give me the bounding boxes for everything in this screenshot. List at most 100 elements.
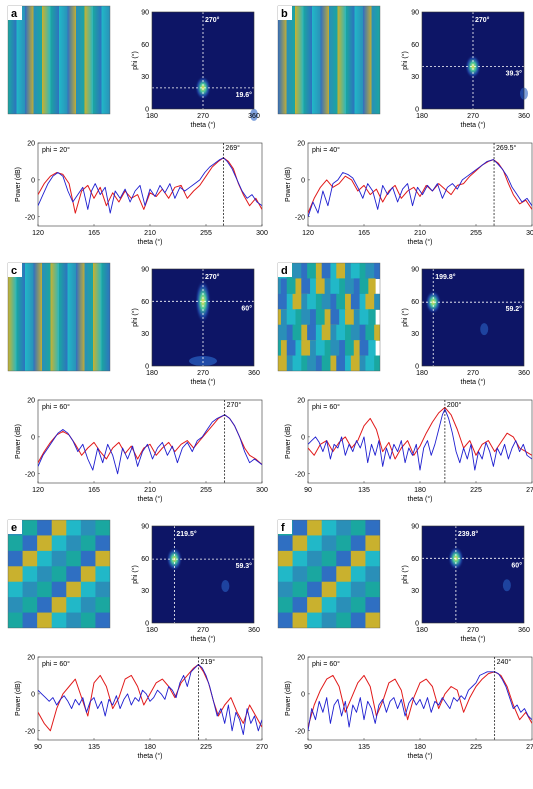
y-tick-label: -20 bbox=[295, 214, 305, 221]
power-chart: 270° phi = 60° 120 165 210 255 300 -20 0 20 theta … bbox=[15, 398, 268, 504]
power-chart: 240° phi = 60° 90 135 180 225 270 -20 0 20 theta (… bbox=[285, 655, 533, 761]
map-x-label: theta (°) bbox=[461, 378, 486, 386]
panel-a: a 270° 19.6° 180 270 360 0 30 60 90 theta (°) phi (… bbox=[7, 5, 268, 246]
phi-peak-label: 59.2° bbox=[506, 305, 523, 313]
panel-letter-bg bbox=[8, 520, 22, 534]
x-tick-label: 90 bbox=[304, 487, 312, 494]
phi-peak-label: 39.3° bbox=[506, 70, 523, 78]
map-frame bbox=[421, 11, 525, 110]
map-y-label: phi (°) bbox=[401, 51, 409, 70]
map-y-tick: 60 bbox=[141, 299, 149, 306]
y-tick-label: 0 bbox=[31, 691, 35, 698]
theta-peak-label: 270° bbox=[205, 16, 220, 24]
chart-y-label: Power (dB) bbox=[285, 681, 292, 716]
angular-map: 270° 19.6° 180 270 360 0 30 60 90 theta (°) phi (°… bbox=[131, 10, 260, 130]
peak-angle-label: 269.5° bbox=[496, 144, 517, 152]
x-tick-label: 255 bbox=[470, 230, 482, 237]
chart-frame bbox=[307, 656, 533, 741]
peak-angle-label: 240° bbox=[497, 658, 512, 666]
measured-series-line bbox=[38, 414, 262, 475]
phi-annotation: phi = 60° bbox=[42, 403, 70, 411]
x-tick-label: 135 bbox=[358, 744, 370, 751]
chart-frame bbox=[37, 142, 263, 227]
map-background bbox=[422, 269, 524, 366]
x-tick-label: 90 bbox=[304, 744, 312, 751]
x-tick-label: 180 bbox=[414, 487, 426, 494]
simulated-series-line bbox=[38, 663, 262, 732]
map-y-label: phi (°) bbox=[131, 565, 139, 584]
chart-frame bbox=[37, 399, 263, 484]
pattern-image bbox=[278, 520, 380, 628]
map-y-tick: 0 bbox=[145, 621, 149, 628]
x-tick-label: 90 bbox=[34, 744, 42, 751]
side-lobe bbox=[502, 579, 511, 592]
x-tick-label: 300 bbox=[526, 230, 533, 237]
power-chart: 219° phi = 60° 90 135 180 225 270 -20 0 20 theta (… bbox=[15, 655, 268, 761]
measured-series-line bbox=[38, 663, 262, 735]
panel-e: e 219.5° 59.3° 180 270 360 0 30 60 90 theta (°) phi… bbox=[7, 519, 268, 761]
peak-angle-label: 200° bbox=[447, 401, 462, 409]
x-tick-label: 120 bbox=[32, 230, 44, 237]
x-tick-label: 165 bbox=[358, 230, 370, 237]
map-x-label: theta (°) bbox=[191, 635, 216, 643]
x-tick-label: 255 bbox=[200, 230, 212, 237]
panel-b: b 270° 39.3° 180 270 360 0 30 60 90 theta (°) phi (… bbox=[277, 5, 533, 247]
theta-peak-label: 270° bbox=[475, 16, 490, 24]
map-x-tick: 360 bbox=[518, 627, 530, 634]
chart-x-label: theta (°) bbox=[138, 752, 163, 760]
y-tick-label: 20 bbox=[297, 141, 305, 148]
map-frame bbox=[151, 525, 255, 624]
map-x-tick: 270 bbox=[467, 627, 479, 634]
y-tick-label: 0 bbox=[301, 177, 305, 184]
phi-peak-label: 60° bbox=[241, 304, 252, 312]
peak-spot bbox=[195, 75, 211, 100]
map-y-tick: 60 bbox=[141, 556, 149, 563]
phi-peak-label: 60° bbox=[511, 561, 522, 569]
y-tick-label: 0 bbox=[301, 434, 305, 441]
theta-peak-label: 219.5° bbox=[176, 530, 197, 538]
map-y-tick: 0 bbox=[145, 107, 149, 114]
side-lobe bbox=[221, 580, 230, 593]
map-y-tick: 30 bbox=[411, 588, 419, 595]
peak-angle-label: 269° bbox=[225, 144, 240, 152]
phi-annotation: phi = 60° bbox=[312, 660, 340, 668]
map-y-tick: 60 bbox=[141, 42, 149, 49]
map-y-tick: 60 bbox=[411, 299, 419, 306]
map-y-tick: 0 bbox=[145, 364, 149, 371]
y-tick-label: 20 bbox=[27, 398, 35, 405]
map-x-tick: 180 bbox=[146, 113, 158, 120]
chart-y-label: Power (dB) bbox=[15, 167, 22, 202]
chart-x-label: theta (°) bbox=[408, 752, 433, 760]
map-x-tick: 270 bbox=[467, 113, 479, 120]
map-y-tick: 0 bbox=[415, 621, 419, 628]
map-x-label: theta (°) bbox=[191, 121, 216, 129]
x-tick-label: 210 bbox=[144, 230, 156, 237]
map-x-tick: 270 bbox=[197, 627, 209, 634]
pattern-image bbox=[8, 520, 110, 628]
map-y-tick: 90 bbox=[411, 267, 419, 274]
series-group bbox=[38, 157, 262, 214]
chart-frame bbox=[307, 142, 533, 227]
simulated-series-line bbox=[308, 406, 532, 460]
y-tick-label: 20 bbox=[27, 141, 35, 148]
x-tick-label: 120 bbox=[302, 230, 314, 237]
y-tick-label: 20 bbox=[27, 655, 35, 662]
power-chart: 269.5° phi = 40° 120 165 210 255 300 -20 0 20 thet… bbox=[285, 141, 533, 247]
map-y-tick: 90 bbox=[141, 10, 149, 17]
peak-angle-label: 219° bbox=[201, 658, 216, 666]
panel-letter: a bbox=[11, 8, 18, 20]
chart-y-label: Power (dB) bbox=[15, 424, 22, 459]
chart-x-label: theta (°) bbox=[408, 238, 433, 246]
panel-d: d 199.8° 59.2° 180 270 360 0 30 60 90 theta (°) phi… bbox=[277, 262, 533, 503]
panel-letter: e bbox=[11, 522, 17, 534]
chart-x-label: theta (°) bbox=[138, 238, 163, 246]
panel-f: f 239.8° 60° 180 270 360 0 30 60 90 theta (°) phi (… bbox=[277, 519, 533, 761]
simulated-series-line bbox=[38, 157, 262, 214]
panel-letter-bg bbox=[278, 6, 292, 20]
y-tick-label: 0 bbox=[31, 177, 35, 184]
map-x-tick: 360 bbox=[248, 627, 260, 634]
chart-y-label: Power (dB) bbox=[285, 167, 292, 202]
phi-annotation: phi = 20° bbox=[42, 146, 70, 154]
x-tick-label: 300 bbox=[256, 230, 268, 237]
map-y-tick: 90 bbox=[141, 267, 149, 274]
